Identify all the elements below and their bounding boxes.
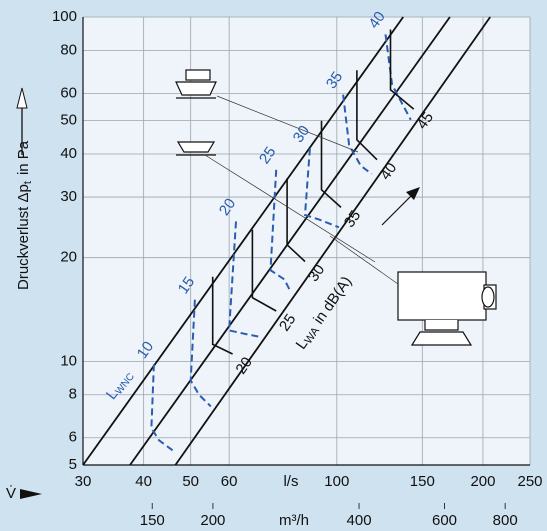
y-tick-label: 60 (60, 84, 77, 101)
y-label: Druckverlust Δpt in Pa (15, 140, 34, 290)
y-tick-label: 100 (52, 8, 77, 25)
x2-tick-label: 600 (432, 512, 457, 529)
x2-unit: m³/h (279, 512, 309, 529)
x-tick-label: 60 (221, 473, 238, 490)
y-label-text: Druckverlust Δp (15, 184, 32, 290)
y-tick-label: 20 (60, 249, 77, 266)
x-label: V̇ (6, 485, 16, 502)
x2-tick-label: 200 (200, 512, 225, 529)
y-label-suffix: in Pa (15, 140, 32, 175)
chart: Druckverlust Δptin Pa V̇ LWAin dB(A) LWN… (0, 0, 547, 531)
x-tick-label: 200 (470, 473, 495, 490)
y-label-sub: t (22, 181, 34, 184)
plot-area (83, 17, 530, 465)
x-unit: l/s (283, 473, 298, 490)
y-tick-label: 8 (69, 386, 77, 403)
y-tick-label: 50 (60, 112, 77, 129)
y-tick-label: 5 (69, 456, 77, 473)
x-tick-label: 250 (517, 473, 542, 490)
y-tick-label: 30 (60, 188, 77, 205)
x-tick-label: 150 (410, 473, 435, 490)
y-tick-label: 10 (60, 352, 77, 369)
x-tick-label: 30 (75, 473, 92, 490)
x-tick-label: 40 (135, 473, 152, 490)
y-tick-label: 6 (69, 429, 77, 446)
y-axis-label: Druckverlust Δpt in Pa (15, 140, 34, 290)
x-tick-label: 50 (182, 473, 199, 490)
x2-tick-label: 400 (347, 512, 372, 529)
y-tick-label: 40 (60, 145, 77, 162)
y-tick-label: 80 (60, 41, 77, 58)
x2-tick-label: 800 (493, 512, 518, 529)
x-tick-label: 100 (324, 473, 349, 490)
x2-tick-label: 150 (140, 512, 165, 529)
